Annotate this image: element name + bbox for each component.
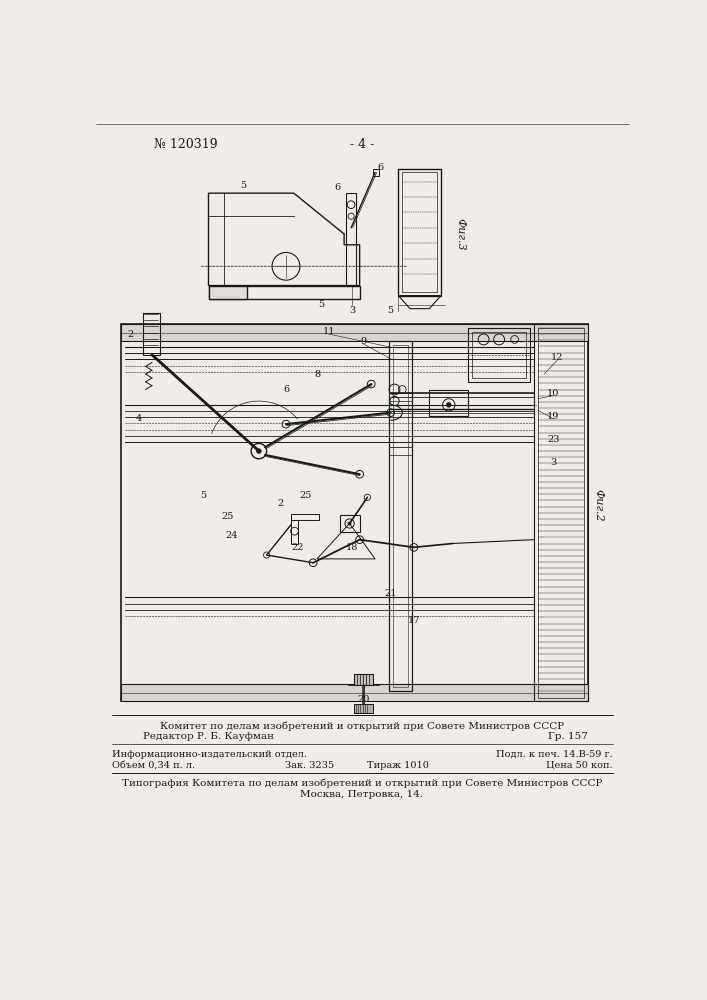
Text: 22: 22	[291, 543, 304, 552]
Bar	[121, 324, 588, 341]
Text: 5: 5	[318, 300, 324, 309]
Bar	[398, 169, 441, 296]
Text: 3: 3	[349, 306, 355, 315]
Text: 23: 23	[547, 435, 560, 444]
Text: 12: 12	[551, 353, 563, 362]
Text: 6: 6	[334, 183, 340, 192]
Bar	[291, 514, 319, 520]
Text: 9: 9	[361, 337, 366, 346]
Bar	[346, 193, 356, 286]
Text: 19: 19	[547, 412, 559, 421]
Text: 5: 5	[200, 491, 206, 500]
Text: 4: 4	[136, 414, 142, 423]
Bar	[143, 312, 160, 355]
Bar	[472, 332, 526, 378]
Text: 21: 21	[385, 589, 397, 598]
Bar	[209, 286, 360, 299]
Bar	[429, 389, 468, 416]
Bar	[121, 684, 588, 701]
Text: Цена 50 коп.: Цена 50 коп.	[547, 761, 613, 770]
Text: 17: 17	[408, 616, 420, 625]
Text: Фиг.2: Фиг.2	[593, 489, 603, 521]
Bar	[121, 324, 588, 701]
Bar	[468, 328, 530, 382]
Bar	[340, 515, 360, 532]
Text: Информационно-издательский отдел.: Информационно-издательский отдел.	[112, 750, 307, 759]
Text: 11: 11	[322, 327, 335, 336]
Text: 24: 24	[226, 531, 238, 540]
Bar	[538, 328, 585, 698]
Text: 2: 2	[128, 330, 134, 339]
Circle shape	[446, 403, 451, 407]
Text: 2: 2	[277, 499, 284, 508]
Text: Гр. 157: Гр. 157	[549, 732, 588, 741]
Text: 6: 6	[283, 385, 289, 394]
Bar	[291, 520, 298, 544]
Text: Фиг.3: Фиг.3	[455, 218, 465, 250]
Text: 6: 6	[378, 163, 384, 172]
Text: Редактор Р. Б. Кауфман: Редактор Р. Б. Кауфман	[143, 732, 274, 741]
Text: 3: 3	[550, 458, 556, 467]
Text: Тираж 1010: Тираж 1010	[368, 761, 429, 770]
Bar	[354, 704, 373, 713]
Text: Москва, Петровка, 14.: Москва, Петровка, 14.	[300, 790, 423, 799]
Bar	[393, 345, 409, 687]
Text: Объем 0,34 п. л.: Объем 0,34 п. л.	[112, 761, 194, 770]
Text: Подл. к печ. 14.В-59 г.: Подл. к печ. 14.В-59 г.	[496, 750, 613, 759]
Bar	[534, 324, 588, 701]
Text: 18: 18	[346, 543, 358, 552]
Text: 5: 5	[240, 181, 247, 190]
Bar	[354, 674, 373, 685]
Text: 5: 5	[387, 306, 394, 315]
Text: 25: 25	[299, 491, 312, 500]
Text: 8: 8	[314, 370, 320, 379]
Text: Типография Комитета по делам изобретений и открытий при Совете Министров СССР: Типография Комитета по делам изобретений…	[122, 779, 602, 788]
Bar	[389, 341, 412, 691]
Text: 20: 20	[357, 695, 370, 704]
Circle shape	[348, 522, 351, 525]
Text: Зак. 3235: Зак. 3235	[285, 761, 334, 770]
Text: Комитет по делам изобретений и открытий при Совете Министров СССР: Комитет по делам изобретений и открытий …	[160, 721, 564, 731]
Text: - 4 -: - 4 -	[350, 138, 374, 151]
Bar	[373, 169, 379, 176]
Text: 10: 10	[547, 389, 559, 398]
Text: № 120319: № 120319	[154, 138, 218, 151]
Text: 25: 25	[222, 512, 234, 521]
Bar	[402, 172, 437, 292]
Bar	[209, 286, 247, 299]
Circle shape	[257, 449, 261, 453]
